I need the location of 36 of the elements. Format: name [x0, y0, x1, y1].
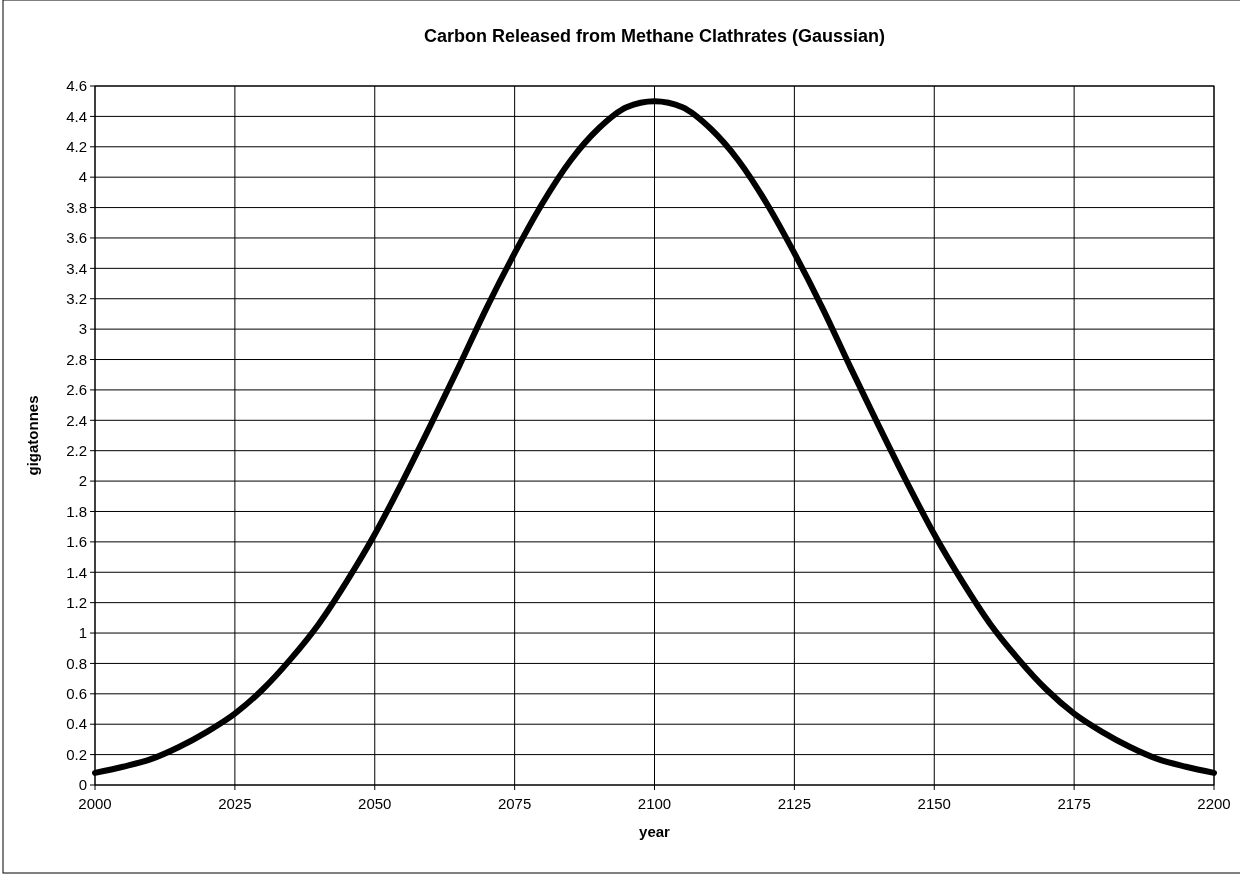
x-tick-label: 2175 [1057, 795, 1091, 812]
x-axis-title: year [639, 823, 671, 840]
y-tick-label: 0.2 [66, 745, 87, 763]
y-tick-label: 2.2 [66, 441, 87, 459]
y-tick-label: 2.8 [66, 350, 87, 368]
chart-title: Carbon Released from Methane Clathrates (Gaussian) [423, 26, 886, 46]
y-tick-label: 1 [78, 624, 87, 642]
y-tick-label: 0.4 [66, 715, 87, 733]
y-tick-label: 2 [78, 472, 87, 490]
y-tick-label: 3.8 [66, 198, 87, 216]
y-tick-label: 0.6 [66, 685, 87, 703]
y-tick-label: 2.6 [66, 381, 87, 399]
x-tick-label: 2000 [78, 795, 112, 812]
y-tick-label: 3.2 [66, 289, 87, 307]
y-tick-label: 3.6 [66, 229, 87, 247]
y-tick-label: 1.8 [66, 502, 87, 520]
y-tick-label: 4.2 [66, 138, 87, 156]
x-tick-label: 2150 [917, 795, 951, 812]
y-tick-label: 3 [78, 320, 87, 338]
x-tick-label: 2125 [777, 795, 812, 812]
y-tick-label: 3.4 [66, 259, 87, 277]
y-tick-label: 1.4 [66, 563, 87, 581]
y-tick-label: 4.4 [66, 107, 87, 125]
y-tick-label: 0 [78, 776, 87, 794]
x-tick-label: 2075 [497, 795, 532, 812]
y-tick-label: 4 [78, 168, 87, 186]
x-tick-label: 2025 [218, 795, 252, 812]
y-tick-label: 1.6 [66, 533, 87, 551]
y-tick-label: 2.4 [66, 411, 87, 429]
x-tick-label: 2200 [1197, 795, 1231, 812]
y-tick-label: 1.2 [66, 593, 87, 611]
y-tick-label: 4.6 [66, 77, 87, 95]
x-tick-label: 2100 [637, 795, 672, 812]
x-tick-label: 2050 [358, 795, 392, 812]
y-tick-label: 0.8 [66, 654, 87, 672]
y-axis-title: gigatonnes [24, 395, 41, 476]
